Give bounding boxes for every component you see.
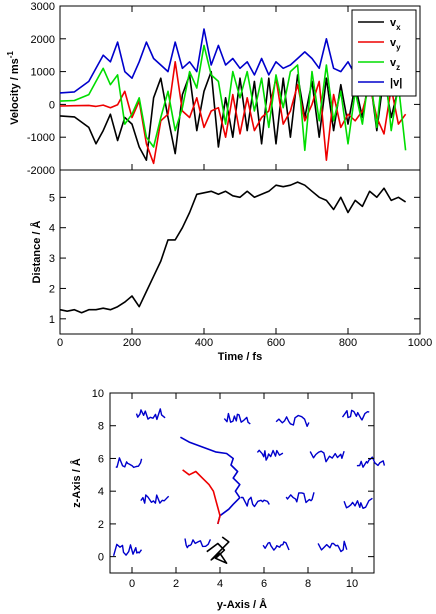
x-tick-label: 400	[195, 337, 213, 349]
x-tick-label: 10	[346, 578, 358, 590]
trajectory-cluster	[135, 408, 166, 421]
distance-y-axis-label: Distance / Å	[30, 220, 43, 283]
y-tick-label: 2	[98, 519, 104, 531]
trajectory-plot-frame	[109, 392, 375, 574]
distance-y-ticks: 1 2 3 4 5	[49, 192, 420, 326]
legend-box	[351, 9, 417, 97]
y-tick-label: 1000	[31, 67, 55, 79]
y-tick-label: 3000	[31, 1, 55, 13]
trajectory-path	[206, 536, 230, 565]
legend-label: vz	[390, 57, 400, 72]
trajectory-cluster	[317, 540, 348, 553]
x-tick-label: 8	[305, 578, 311, 590]
y-tick-label: 2	[49, 283, 55, 295]
z-axis-ticks: 0 2 4 6 8 10	[92, 388, 374, 564]
trajectory-cluster	[184, 538, 212, 549]
y-tick-label: -2000	[27, 165, 55, 177]
distance-panel: 1 2 3 4 5 0 200 400 600 800 1000 Distance / Å Tim…	[30, 169, 432, 363]
trajectory-cluster	[240, 496, 270, 508]
trajectory-cluster	[356, 456, 386, 468]
trajectory-cluster	[256, 449, 284, 461]
series-line-abs-vabs-	[59, 28, 407, 94]
x-tick-label: 600	[267, 337, 285, 349]
trajectory-path	[180, 436, 241, 525]
y-tick-label: 0	[98, 552, 104, 564]
trajectory-cluster	[285, 492, 315, 504]
y-tick-label: 1	[49, 314, 55, 326]
x-tick-label: 0	[129, 578, 135, 590]
trajectory-cluster	[115, 457, 143, 469]
y-tick-label: 6	[98, 453, 104, 465]
legend-label: |v|	[390, 77, 402, 89]
velocity-y-axis-label: Velocity / ms-1	[6, 51, 21, 125]
trajectory-cluster	[341, 409, 370, 421]
y-tick-label: 5	[49, 192, 55, 204]
y-tick-label: 2000	[31, 34, 55, 46]
legend-label: vx	[390, 17, 401, 32]
distance-series	[59, 181, 407, 314]
y-axis-label: y-Axis / Å	[217, 598, 267, 611]
distance-plot-frame	[59, 169, 421, 335]
x-tick-label: 6	[261, 578, 267, 590]
y-axis-ticks: 0 2 4 6 8 10	[129, 393, 358, 590]
trajectory-cluster	[140, 494, 170, 504]
x-tick-label: 0	[57, 337, 63, 349]
trajectory-series	[112, 408, 386, 565]
trajectory-cluster	[343, 497, 373, 509]
x-tick-label: 4	[217, 578, 223, 590]
x-tick-label: 1000	[408, 337, 432, 349]
series-line-vx	[59, 70, 407, 161]
y-tick-label: 8	[98, 421, 104, 433]
trajectory-cluster	[275, 414, 310, 427]
trajectory-cluster	[223, 412, 251, 425]
velocity-series	[59, 28, 407, 165]
y-tick-label: 3	[49, 253, 55, 265]
y-tick-label: 10	[92, 388, 104, 400]
x-tick-label: 800	[339, 337, 357, 349]
trajectory-panel: 0 2 4 6 8 10 0 2 4 6 8 10 z-Axis / Å y-Axis / Å	[70, 388, 386, 611]
x-tick-label: 200	[123, 337, 141, 349]
trajectory-cluster	[309, 450, 345, 463]
y-tick-label: -1000	[27, 132, 55, 144]
series-line-vy	[59, 60, 407, 165]
trajectory-cluster	[112, 543, 143, 556]
y-tick-label: 4	[98, 486, 104, 498]
velocity-y-ticks: -2000 -1000 0 1000 2000 3000	[27, 1, 421, 177]
distance-line	[59, 181, 407, 314]
trajectory-path	[182, 469, 221, 525]
legend-label: vy	[390, 37, 401, 52]
z-axis-label: z-Axis / Å	[70, 458, 83, 508]
y-tick-label: 0	[49, 99, 55, 111]
series-line-vz	[59, 44, 407, 152]
time-x-ticks: 0 200 400 600 800 1000	[57, 328, 432, 349]
x-tick-label: 2	[173, 578, 179, 590]
time-x-axis-label: Time / fs	[218, 351, 262, 363]
trajectory-cluster	[262, 541, 290, 551]
velocity-legend: vx vy vz |v|	[351, 9, 417, 97]
y-tick-label: 4	[49, 223, 55, 235]
